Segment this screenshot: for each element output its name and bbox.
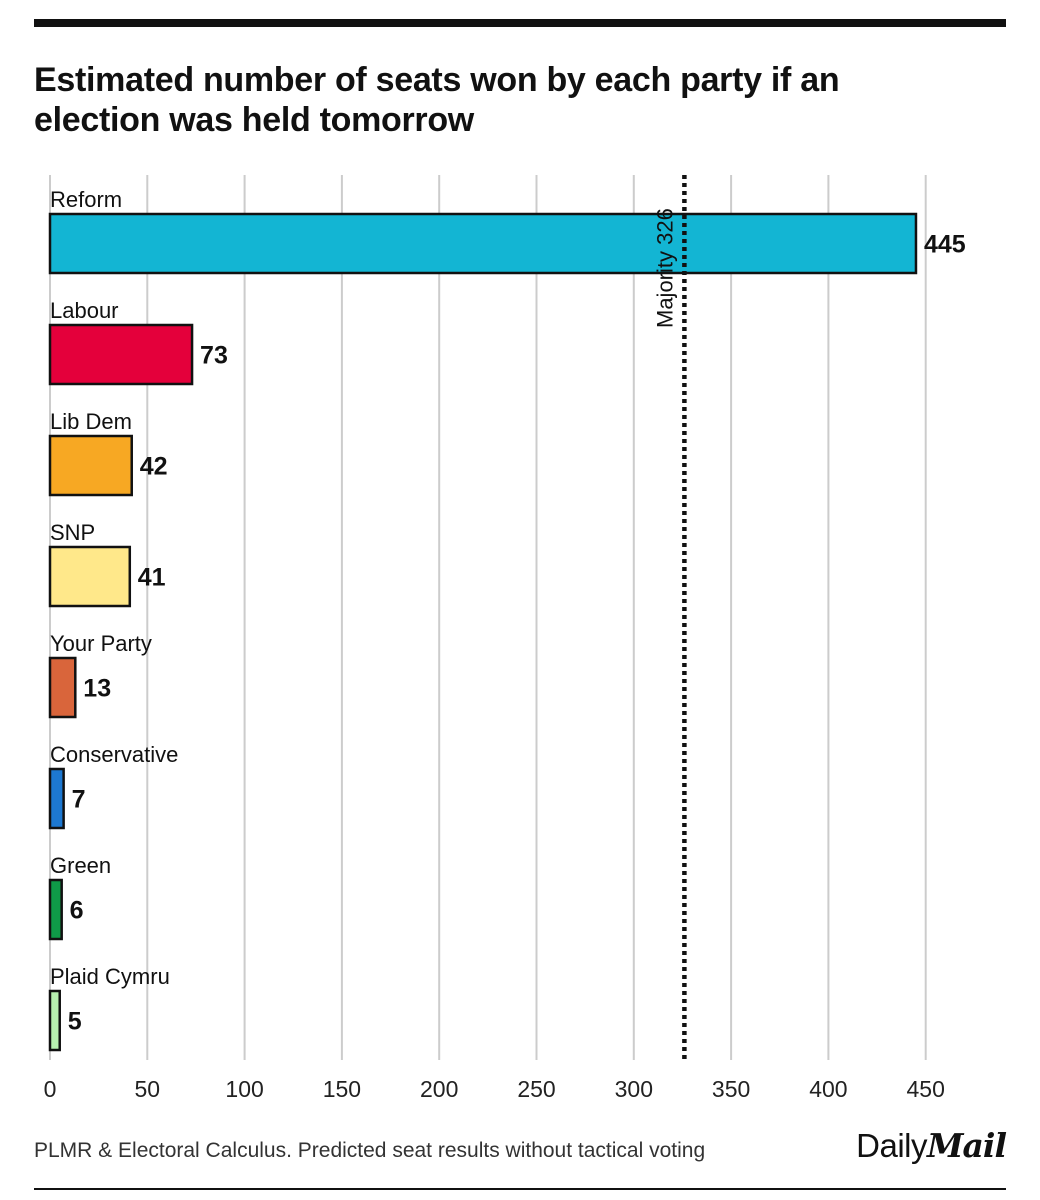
category-label: Conservative — [50, 742, 178, 767]
category-label: Reform — [50, 187, 122, 212]
x-axis-ticks: 0 50 100 150 200 250 300 350 400 450 — [44, 1076, 945, 1102]
x-tick-label-300: 300 — [615, 1076, 653, 1102]
bar-conservative — [48, 767, 65, 830]
bar-lib-dem — [48, 434, 133, 497]
data-label: 13 — [83, 675, 111, 703]
x-tick-label-50: 50 — [135, 1076, 161, 1102]
daily-mail-logo: DailyMail — [856, 1126, 1007, 1165]
data-label: 41 — [138, 564, 166, 592]
category-label: Green — [50, 853, 111, 878]
data-label: 7 — [72, 786, 86, 814]
majority-label: Majority 326 — [652, 208, 677, 328]
bar-plaid-cymru — [48, 989, 61, 1052]
data-label: 73 — [200, 342, 228, 370]
source-note: PLMR & Electoral Calculus. Predicted sea… — [34, 1139, 706, 1162]
bars: Reform 445 Labour 73 Lib Dem 42 SNP 41 Your Part… — [48, 187, 966, 1052]
x-tick-label-150: 150 — [323, 1076, 361, 1102]
data-label: 445 — [924, 231, 966, 259]
chart-title: Estimated number of seats won by each pa… — [34, 61, 840, 139]
bar-chart: 0 50 100 150 200 250 300 350 400 450 Reform 445 Lab… — [44, 175, 966, 1102]
bar-green — [48, 878, 63, 941]
bar-your-party — [48, 656, 77, 719]
x-tick-label-200: 200 — [420, 1076, 458, 1102]
data-label: 6 — [70, 897, 84, 925]
category-label: Labour — [50, 298, 119, 323]
bottom-rule — [34, 1188, 1006, 1190]
x-tick-label-0: 0 — [44, 1076, 57, 1102]
x-tick-label-450: 450 — [907, 1076, 945, 1102]
data-label: 5 — [68, 1008, 82, 1036]
category-label: Plaid Cymru — [50, 964, 170, 989]
x-tick-label-100: 100 — [225, 1076, 263, 1102]
data-label: 42 — [140, 453, 168, 481]
category-label: Your Party — [50, 631, 152, 656]
bar-reform — [48, 212, 918, 275]
category-label: Lib Dem — [50, 409, 132, 434]
grid-lines — [49, 175, 927, 1060]
majority-reference: Majority 326 — [652, 175, 687, 1060]
category-label: SNP — [50, 520, 95, 545]
top-rule — [34, 19, 1006, 27]
bar-labour — [48, 323, 194, 386]
x-tick-label-400: 400 — [809, 1076, 847, 1102]
x-tick-label-250: 250 — [517, 1076, 555, 1102]
bar-snp — [48, 545, 132, 608]
x-tick-label-350: 350 — [712, 1076, 750, 1102]
